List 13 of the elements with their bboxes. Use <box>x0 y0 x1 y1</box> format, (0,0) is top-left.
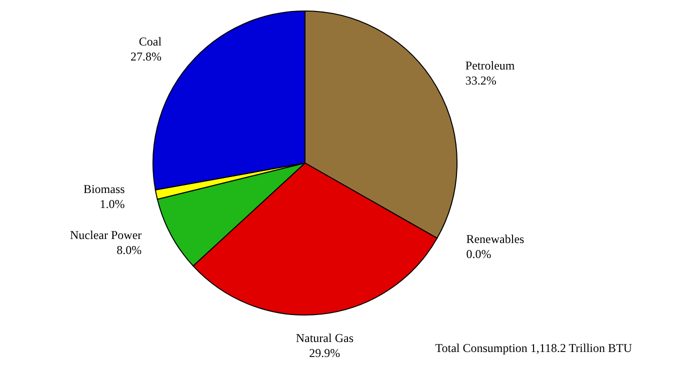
slice-label: Natural Gas <box>296 330 354 345</box>
data-label: 1.0% <box>100 197 125 212</box>
category-label: Renewables <box>466 232 524 246</box>
slice-label: Coal <box>138 34 162 48</box>
data-label: 33.2% <box>465 74 496 88</box>
slice-label: Petroleum <box>465 58 516 73</box>
slice-label: Nuclear Power <box>70 228 142 242</box>
slice-label: Biomass <box>83 182 126 196</box>
data-label: 29.9% <box>309 346 340 360</box>
data-label: 8.0% <box>116 243 142 258</box>
text: 0.0% <box>466 247 492 262</box>
text: Total Consumption 1,118.2 Trillion BTU <box>435 341 632 355</box>
data-label: 27.8% <box>130 49 162 64</box>
